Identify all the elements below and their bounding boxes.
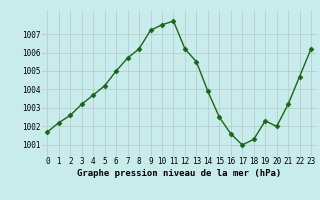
- X-axis label: Graphe pression niveau de la mer (hPa): Graphe pression niveau de la mer (hPa): [77, 169, 281, 178]
